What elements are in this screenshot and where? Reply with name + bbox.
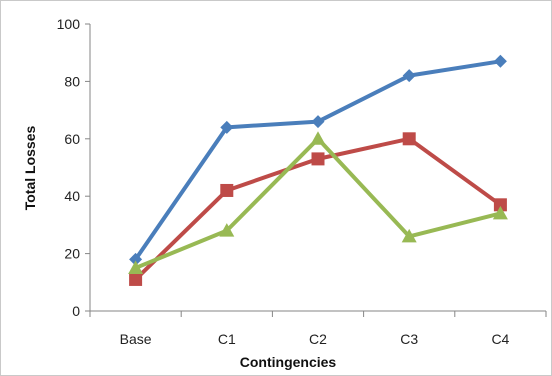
axes: [85, 23, 547, 317]
data-point-square: [493, 198, 507, 212]
y-tick-label: 60: [64, 131, 80, 147]
y-tick-label: 100: [57, 16, 81, 32]
data-point-diamond: [129, 252, 143, 266]
y-axis-title: Total Losses: [22, 126, 38, 211]
series-2: [129, 132, 507, 286]
data-point-diamond: [493, 54, 507, 68]
data-point-triangle: [492, 205, 508, 220]
data-point-triangle: [310, 131, 326, 145]
data-point-square: [129, 272, 143, 286]
series-3: [128, 131, 508, 274]
x-tick-label: C3: [400, 331, 418, 347]
labels: 0 20 40 60 80 100 Base C1 C2 C3 C4: [57, 16, 510, 347]
data-point-diamond: [311, 115, 325, 129]
y-tick-label: 0: [72, 303, 80, 319]
data-point-square: [402, 132, 416, 146]
data-point-square: [220, 183, 234, 197]
x-tick-label: C1: [218, 331, 236, 347]
data-point-diamond: [402, 69, 416, 83]
y-tick-label: 20: [64, 246, 80, 262]
data-point-diamond: [220, 120, 234, 134]
data-point-triangle: [401, 228, 417, 243]
data-point-triangle: [128, 260, 144, 274]
x-tick-label: C4: [491, 331, 509, 347]
y-tick-label: 40: [64, 188, 80, 204]
x-tick-label: Base: [120, 331, 152, 347]
x-tick-label: C2: [309, 331, 327, 347]
data-point-triangle: [219, 223, 235, 237]
series-layer: [128, 54, 508, 286]
data-point-square: [311, 152, 325, 166]
x-axis-title: Contingencies: [240, 354, 337, 370]
y-tick-label: 80: [64, 73, 80, 89]
series-1: [129, 54, 507, 266]
